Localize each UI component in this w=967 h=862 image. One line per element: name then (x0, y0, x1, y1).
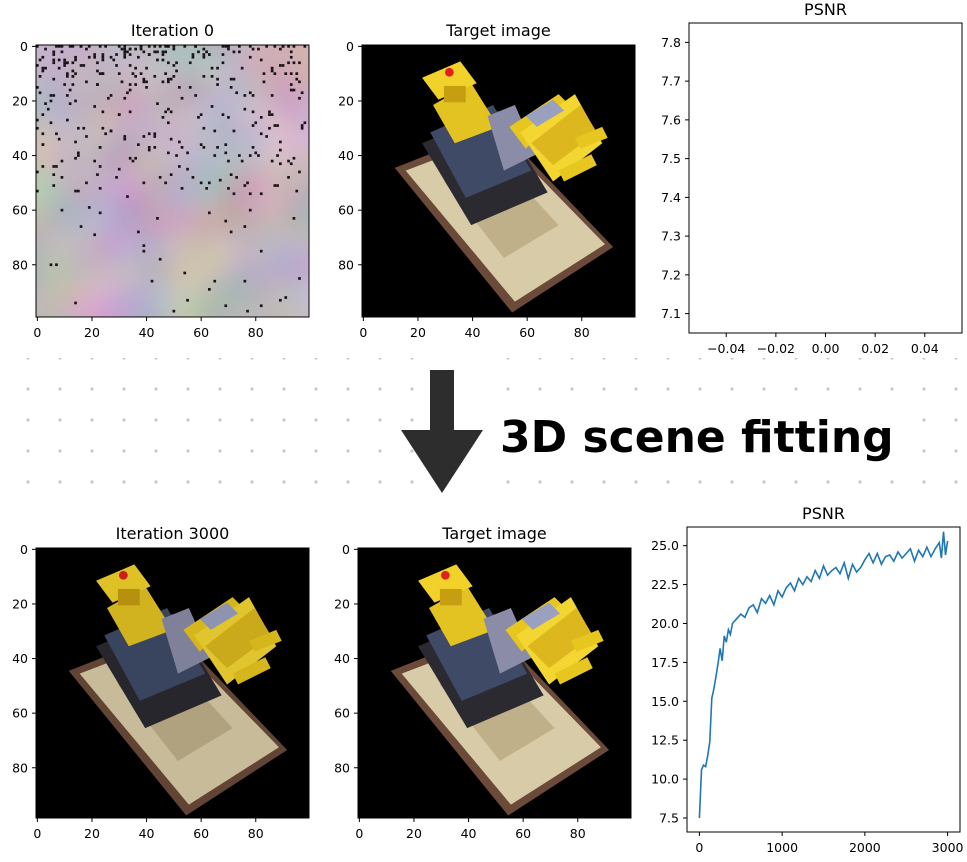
x-tick-label: 60 (193, 325, 209, 340)
axes-frame (357, 547, 632, 819)
x-tick-label: 1000 (766, 840, 798, 855)
axes-frame (686, 526, 961, 833)
y-tick-label: 60 (12, 203, 28, 218)
dead-pixels (36, 45, 307, 313)
axes-frame (35, 547, 310, 819)
y-tick-label: 22.5 (651, 577, 679, 592)
y-tick-label: 10.0 (651, 772, 679, 787)
image-panel-5: Target image 0 20 40 60 80 0 20 40 60 80 (334, 524, 632, 841)
y-tick-label: 20.0 (651, 616, 679, 631)
x-tick-label: 0.02 (861, 341, 889, 356)
y-tick-label: 20 (338, 93, 354, 108)
image-panel-2: Target image 0 20 40 60 80 0 20 40 60 80 (338, 21, 636, 340)
y-tick-label: 7.6 (661, 112, 681, 127)
x-tick-label: 3000 (932, 840, 964, 855)
y-tick-label: 0 (346, 39, 354, 54)
y-tick-label: 60 (12, 706, 28, 721)
image-panel-4: Iteration 3000 0 20 40 60 80 0 20 40 60 80 (12, 524, 310, 841)
x-tick-label: 0.00 (812, 341, 840, 356)
y-tick-label: 60 (334, 706, 350, 721)
x-tick-label: 0 (33, 826, 41, 841)
y-tick-label: 7.8 (661, 35, 681, 50)
x-tick-label: 40 (461, 826, 477, 841)
x-tick-label: 0 (695, 840, 703, 855)
x-tick-label: 80 (570, 826, 586, 841)
y-tick-label: 7.4 (661, 190, 681, 205)
y-tick-label: 40 (334, 651, 350, 666)
x-tick-label: 60 (519, 325, 535, 340)
x-tick-label: 40 (139, 325, 155, 340)
x-tick-label: −0.04 (707, 341, 745, 356)
y-tick-label: 0 (20, 39, 28, 54)
y-tick-label: 20 (12, 93, 28, 108)
x-tick-label: 80 (574, 325, 590, 340)
x-tick-label: 20 (84, 826, 100, 841)
y-tick-label: 80 (338, 257, 354, 272)
y-tick-label: 0 (20, 542, 28, 557)
y-tick-label: 80 (12, 257, 28, 272)
panel-title: Iteration 0 (131, 21, 214, 40)
x-tick-label: 0 (355, 826, 363, 841)
y-tick-label: 80 (334, 760, 350, 775)
line-panel-3: PSNR −0.04 −0.02 0.00 0.02 0.04 7.1 7.2 7.3 7.4 7.… (661, 0, 963, 356)
y-tick-label: 40 (338, 148, 354, 163)
x-tick-label: 20 (406, 826, 422, 841)
y-tick-label: 12.5 (651, 733, 679, 748)
y-tick-label: 60 (338, 203, 354, 218)
y-tick-label: 17.5 (651, 655, 679, 670)
y-tick-label: 7.2 (661, 267, 681, 282)
y-tick-label: 40 (12, 148, 28, 163)
psnr-series-line (698, 531, 949, 819)
panel-title: PSNR (804, 0, 847, 19)
y-tick-label: 40 (12, 651, 28, 666)
y-tick-label: 7.5 (661, 151, 681, 166)
x-tick-label: 60 (515, 826, 531, 841)
x-tick-label: 20 (410, 325, 426, 340)
line-panel-6: PSNR 0 1000 2000 3000 7.5 10.0 12.5 15.0 17.5 20.0… (651, 504, 963, 855)
y-tick-label: 7.7 (661, 74, 681, 89)
x-tick-label: 20 (84, 325, 100, 340)
x-tick-label: 60 (193, 826, 209, 841)
x-tick-label: 0 (359, 325, 367, 340)
y-tick-label: 7.1 (661, 306, 681, 321)
y-tick-label: 0 (342, 542, 350, 557)
x-tick-label: 80 (248, 325, 264, 340)
x-tick-label: −0.02 (757, 341, 795, 356)
down-arrow-icon (401, 370, 483, 493)
y-tick-label: 25.0 (651, 538, 679, 553)
y-tick-label: 7.3 (661, 229, 681, 244)
x-tick-label: 40 (139, 826, 155, 841)
y-tick-label: 15.0 (651, 694, 679, 709)
x-tick-label: 2000 (849, 840, 881, 855)
image-panel-1: Iteration 0 0 20 40 60 80 0 20 40 60 80 (12, 21, 310, 340)
panel-title: Iteration 3000 (116, 524, 230, 543)
panel-title: Target image (445, 21, 550, 40)
axes-frame (688, 22, 963, 334)
axes-frame (35, 44, 310, 318)
caption-backdrop (494, 400, 914, 470)
y-tick-label: 20 (12, 596, 28, 611)
y-tick-label: 7.5 (659, 810, 679, 825)
caption: 3D scene fitting (500, 412, 894, 463)
x-tick-label: 0.04 (911, 341, 939, 356)
y-tick-label: 20 (334, 596, 350, 611)
x-tick-label: 0 (33, 325, 41, 340)
x-tick-label: 80 (248, 826, 264, 841)
axes-frame (361, 44, 636, 318)
panel-title: PSNR (802, 504, 845, 523)
x-tick-label: 40 (465, 325, 481, 340)
panel-title: Target image (441, 524, 546, 543)
noise-texture (36, 45, 309, 317)
y-tick-label: 80 (12, 760, 28, 775)
